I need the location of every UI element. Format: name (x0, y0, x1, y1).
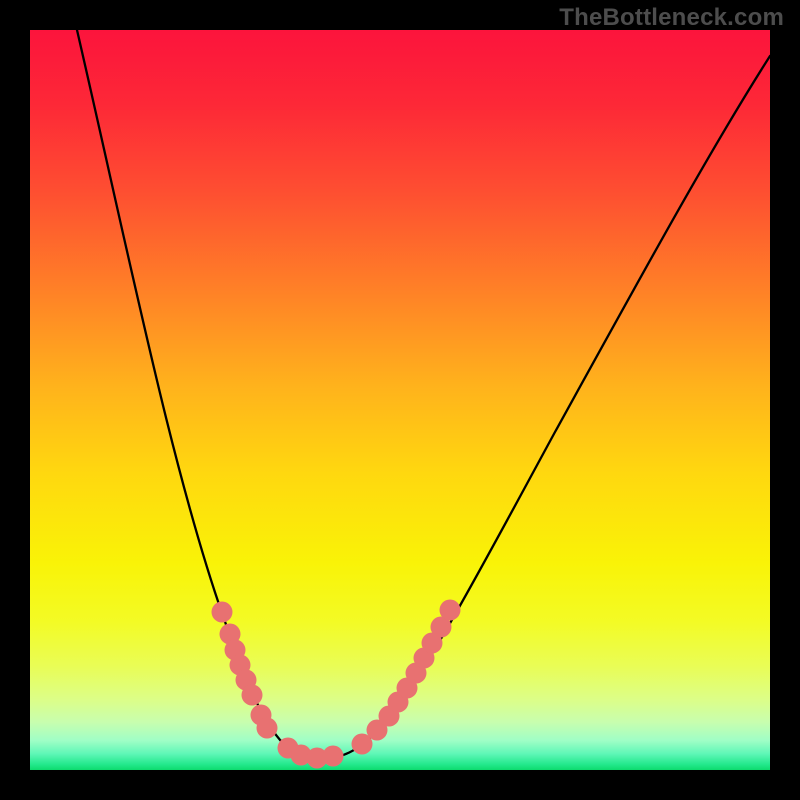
marker-point (323, 746, 344, 767)
marker-point (440, 600, 461, 621)
marker-point (242, 685, 263, 706)
marker-point (212, 602, 233, 623)
marker-point (257, 718, 278, 739)
markers-group (212, 600, 461, 769)
chart-svg (0, 0, 800, 800)
watermark-text: TheBottleneck.com (559, 4, 784, 32)
